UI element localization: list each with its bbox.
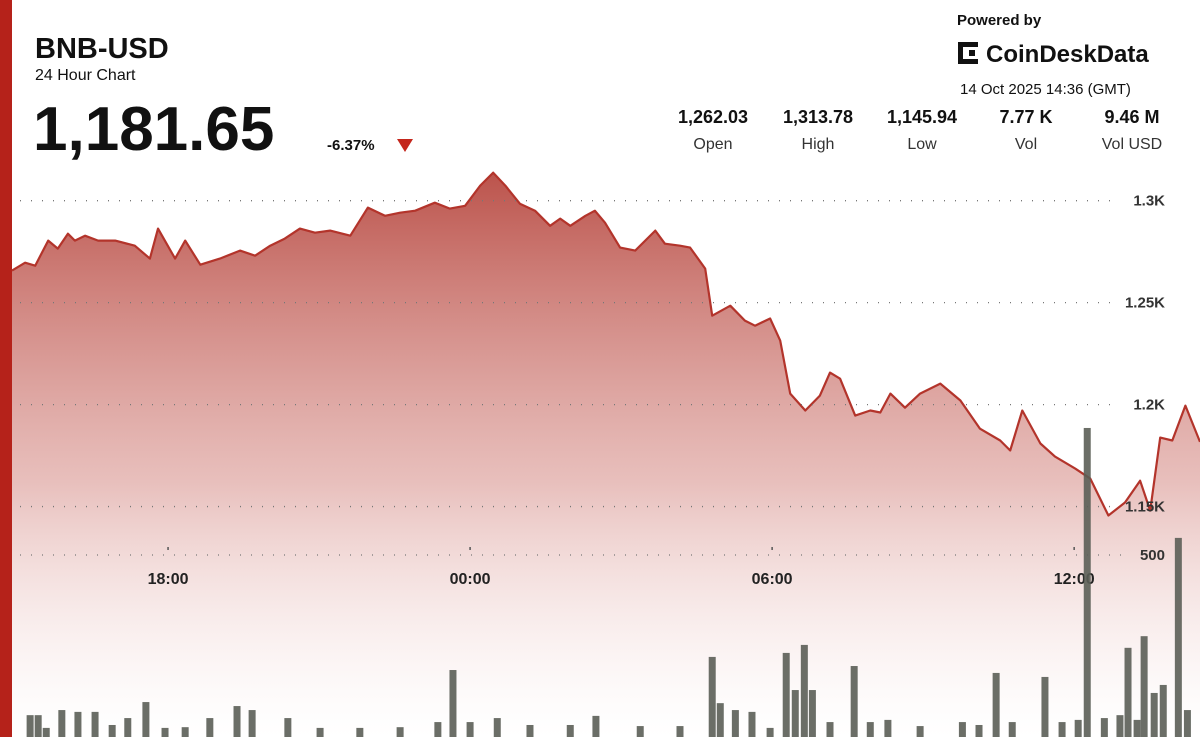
stat-label: Vol USD xyxy=(1102,136,1162,153)
x-tick-label: 06:00 xyxy=(752,571,793,588)
x-tick-label: 00:00 xyxy=(450,571,491,588)
volume-bar xyxy=(748,711,756,737)
stats: 1,262.03 Open 1,313.78 High 1,145.94 Low 7.77 … xyxy=(678,107,1162,153)
volume-bar xyxy=(1150,692,1158,737)
logo-icon xyxy=(958,42,982,64)
timestamp: 14 Oct 2025 14:36 (GMT) xyxy=(960,81,1131,98)
volume-bar xyxy=(108,724,116,737)
volume-bar xyxy=(356,727,364,737)
powered-by: Powered by xyxy=(957,12,1042,29)
stat-value: 1,262.03 xyxy=(678,107,748,127)
volume-bar xyxy=(316,727,324,737)
symbol: BNB-USD xyxy=(35,33,169,65)
volume-bar xyxy=(34,715,42,737)
volume-bar xyxy=(592,715,600,737)
volume-bar xyxy=(884,719,892,737)
volume-bar xyxy=(992,672,1000,737)
price: 1,181.65 xyxy=(33,95,274,164)
price-area xyxy=(12,172,1200,737)
volume-bar xyxy=(91,711,99,737)
volume-bar xyxy=(866,722,874,737)
y-tick-label: 1.15K xyxy=(1125,499,1165,516)
y-tick-label: 1.25K xyxy=(1125,295,1165,312)
volume-bar xyxy=(731,710,739,737)
y-tick-label: 1.3K xyxy=(1133,193,1165,210)
price-line xyxy=(11,171,1200,517)
volume-bar xyxy=(766,727,774,737)
volume-bar xyxy=(1058,722,1066,737)
volume-bar xyxy=(396,727,404,737)
volume-bar xyxy=(800,644,808,737)
volume-bar xyxy=(124,718,132,737)
volume-bar xyxy=(284,718,292,737)
volume-bar xyxy=(791,690,799,737)
y2-tick-label: 500 xyxy=(1140,547,1165,564)
volume-bar xyxy=(916,726,924,737)
stat-label: Open xyxy=(693,136,732,153)
volume-bar xyxy=(42,727,50,737)
volume-bar xyxy=(1041,676,1049,737)
brand: CoinDeskData xyxy=(986,41,1149,68)
volume-bar xyxy=(1183,710,1191,737)
volume-bar xyxy=(434,722,442,737)
volume-bar xyxy=(975,724,983,737)
volume-bar xyxy=(1008,722,1016,737)
volume-bar xyxy=(850,666,858,737)
y-tick-label: 1.2K xyxy=(1133,397,1165,414)
volume-bar xyxy=(26,715,34,737)
volume-bar xyxy=(466,722,474,737)
volume-bar xyxy=(493,718,501,737)
stat-label: Vol xyxy=(1015,136,1037,153)
volume-bar xyxy=(1100,718,1108,737)
volume-bar xyxy=(1140,636,1148,737)
subtitle: 24 Hour Chart xyxy=(35,67,136,84)
stat-value: 1,145.94 xyxy=(887,107,957,127)
volume-bar xyxy=(1159,684,1167,737)
stat-value: 9.46 M xyxy=(1104,107,1159,127)
volume-bar xyxy=(1116,715,1124,737)
down-arrow xyxy=(397,139,413,152)
volume-bar xyxy=(449,670,457,737)
volume-bar xyxy=(808,690,816,737)
stat-label: High xyxy=(802,136,835,153)
stat-value: 1,313.78 xyxy=(783,107,853,127)
volume-bar xyxy=(782,652,790,737)
volume-bar xyxy=(248,710,256,737)
volume-bar xyxy=(676,726,684,737)
volume-bar xyxy=(233,706,241,737)
volume-bar xyxy=(526,724,534,737)
volume-bar xyxy=(708,656,716,737)
x-tick-label: 18:00 xyxy=(148,571,189,588)
volume-bar xyxy=(1174,537,1182,737)
volume-bar xyxy=(826,722,834,737)
volume-bar xyxy=(161,727,169,737)
stat-value: 7.77 K xyxy=(999,107,1052,127)
volume-bar xyxy=(181,727,189,737)
change: -6.37% xyxy=(327,137,375,154)
volume-bar xyxy=(958,722,966,737)
accent-bar xyxy=(0,0,12,737)
volume-bar xyxy=(142,702,150,737)
volume-bar xyxy=(58,710,66,737)
volume-bar xyxy=(636,726,644,737)
volume-bar xyxy=(206,718,214,737)
volume-bar xyxy=(1124,647,1132,737)
volume-bar xyxy=(1074,719,1082,737)
stat-label: Low xyxy=(907,136,937,153)
volume-bar xyxy=(74,711,82,737)
volume-bar xyxy=(716,703,724,737)
volume-bar xyxy=(1133,719,1141,737)
volume-bar xyxy=(1083,427,1091,737)
volume-bar xyxy=(566,724,574,737)
